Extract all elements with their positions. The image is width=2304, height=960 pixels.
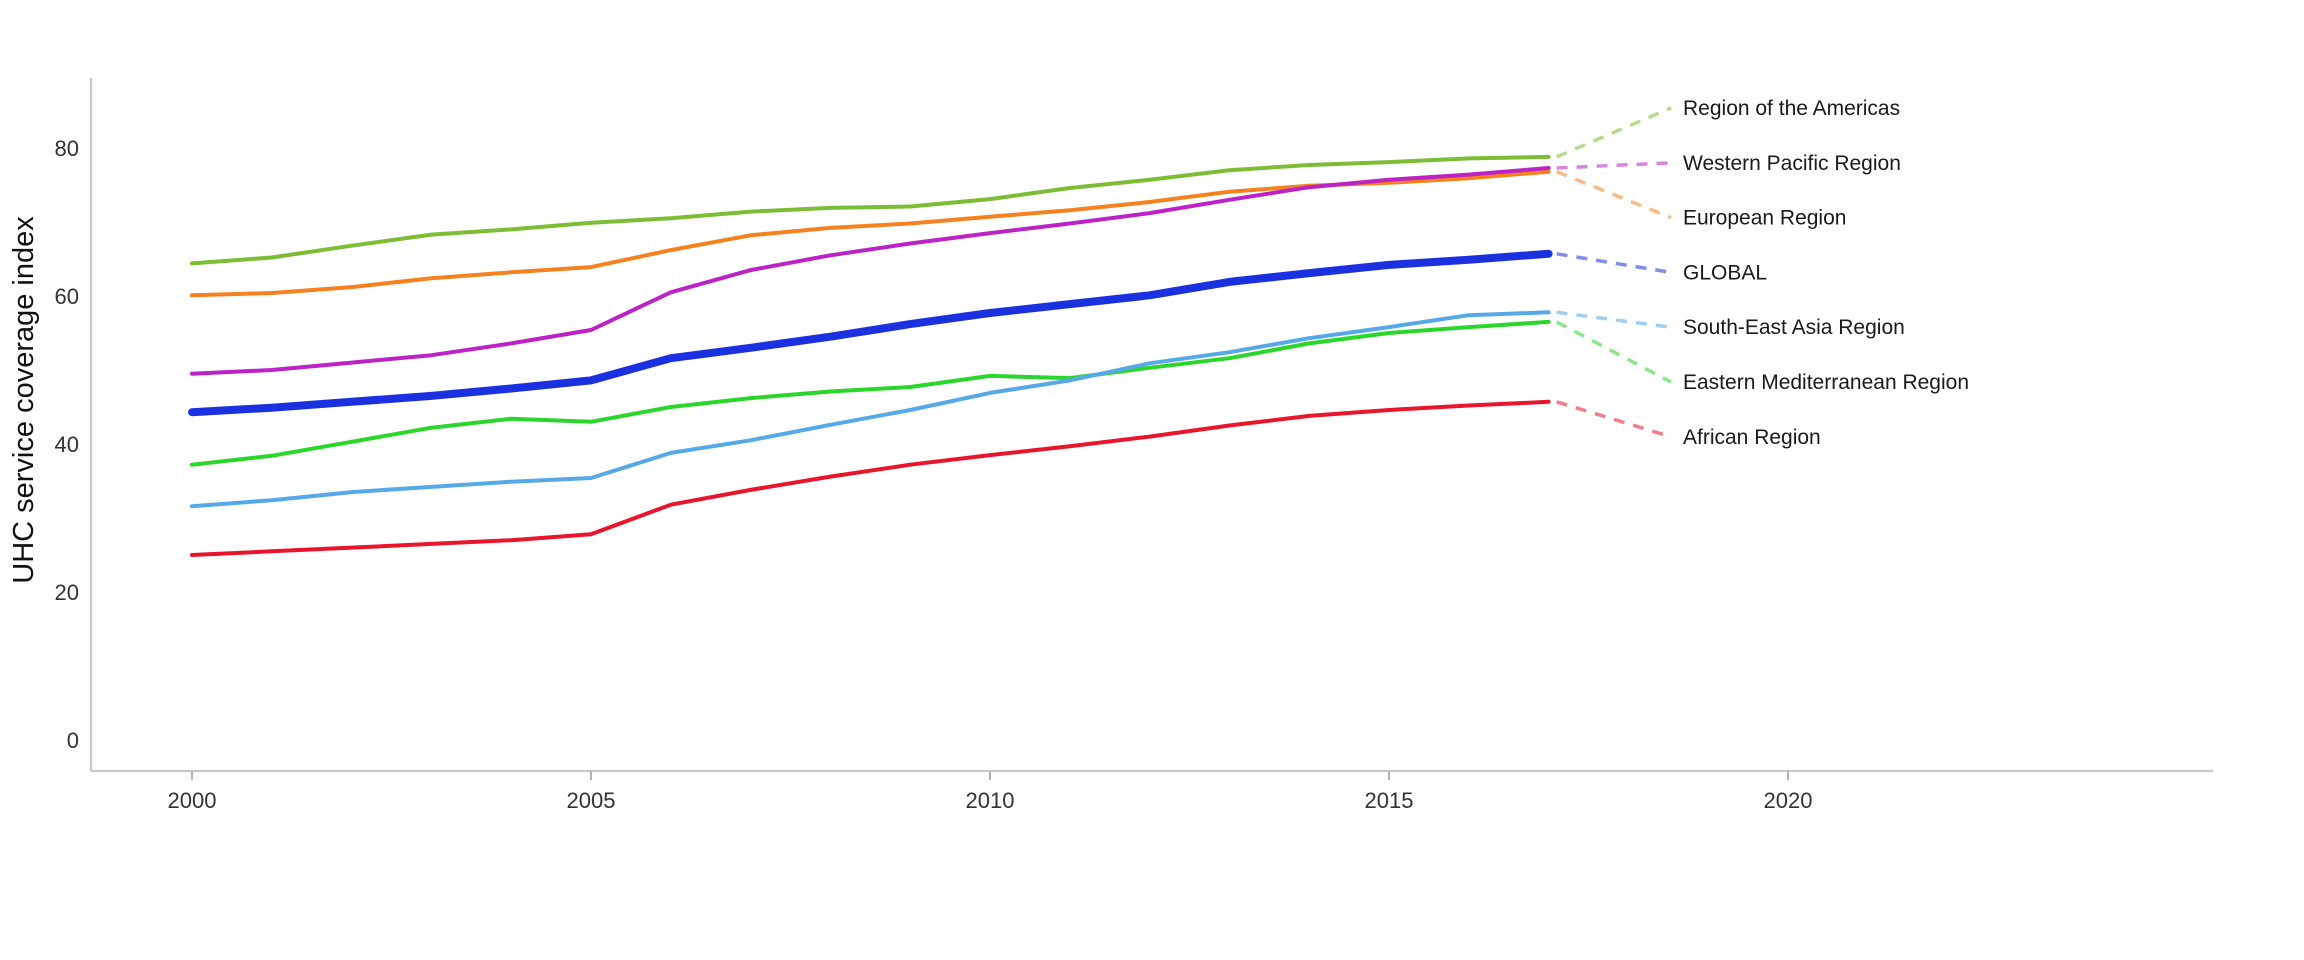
series-line-eastern-mediterranean-region bbox=[190, 319, 1551, 467]
series-label-south-east-asia-region: South-East Asia Region bbox=[1683, 316, 1905, 339]
x-tick-label: 2015 bbox=[1365, 788, 1414, 813]
axes-group: 2000 2005 2010 2015 2020 0 20 40 60 80 bbox=[55, 78, 2213, 813]
leader-line-region-of-the-americas bbox=[1555, 106, 1672, 159]
leaders-group bbox=[1555, 106, 1672, 439]
series-group bbox=[188, 154, 1553, 557]
y-tick-label: 20 bbox=[55, 580, 79, 605]
x-tick-label: 2000 bbox=[168, 788, 217, 813]
series-line-african-region bbox=[190, 399, 1551, 557]
leader-line-eastern-mediterranean-region bbox=[1555, 320, 1672, 384]
y-tick-label: 0 bbox=[67, 728, 79, 753]
labels-group: Region of the Americas Western Pacific Re… bbox=[1683, 97, 1969, 449]
y-tick-label: 40 bbox=[55, 432, 79, 457]
leader-line-global bbox=[1556, 252, 1672, 275]
series-label-western-pacific-region: Western Pacific Region bbox=[1683, 152, 1901, 175]
leader-line-european-region bbox=[1555, 170, 1672, 220]
series-line-european-region bbox=[190, 169, 1551, 298]
leader-line-western-pacific-region bbox=[1556, 161, 1672, 170]
x-tick-label: 2005 bbox=[567, 788, 616, 813]
y-tick-label: 80 bbox=[55, 136, 79, 161]
x-tick-label: 2020 bbox=[1764, 788, 1813, 813]
x-tick-label: 2010 bbox=[966, 788, 1015, 813]
series-line-region-of-the-americas bbox=[190, 154, 1551, 266]
series-line-global bbox=[188, 249, 1553, 417]
series-line-south-east-asia-region bbox=[190, 310, 1551, 509]
leader-line-african-region bbox=[1556, 400, 1672, 439]
series-label-eastern-mediterranean-region: Eastern Mediterranean Region bbox=[1683, 371, 1969, 394]
series-label-african-region: African Region bbox=[1683, 426, 1821, 449]
series-label-region-of-the-americas: Region of the Americas bbox=[1683, 97, 1900, 120]
y-axis-title: UHC service coverage index bbox=[8, 216, 40, 584]
series-label-global: GLOBAL bbox=[1683, 261, 1767, 284]
series-line-western-pacific-region bbox=[190, 166, 1551, 376]
y-tick-label: 60 bbox=[55, 284, 79, 309]
series-label-european-region: European Region bbox=[1683, 207, 1846, 230]
leader-line-south-east-asia-region bbox=[1556, 310, 1672, 329]
